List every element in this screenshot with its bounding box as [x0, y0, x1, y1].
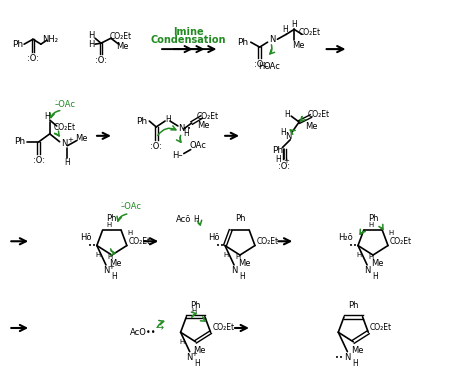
Text: H–: H–: [258, 62, 269, 71]
Text: H: H: [236, 254, 241, 260]
Text: H: H: [283, 25, 288, 34]
Text: Ph: Ph: [272, 146, 283, 155]
Text: :O:: :O:: [27, 54, 39, 64]
Text: H: H: [356, 252, 362, 258]
Text: Me: Me: [117, 42, 129, 51]
Text: Me: Me: [305, 123, 317, 131]
Text: –̇̇OAc: –̇̇OAc: [55, 100, 76, 109]
Text: N: N: [269, 35, 276, 44]
Text: CO₂Et: CO₂Et: [390, 237, 411, 246]
Text: CO₂Et: CO₂Et: [308, 110, 330, 119]
Text: N: N: [186, 353, 193, 362]
Text: ••: ••: [88, 243, 96, 249]
Text: H: H: [191, 308, 196, 314]
Text: ••: ••: [336, 355, 344, 360]
Text: :O:: :O:: [150, 142, 162, 151]
Text: CO₂Et: CO₂Et: [128, 237, 151, 246]
Text: Ph: Ph: [12, 40, 23, 49]
Text: Hŏ: Hŏ: [209, 233, 220, 242]
Text: N: N: [103, 266, 109, 275]
Text: H: H: [284, 110, 290, 119]
Text: CO₂Et: CO₂Et: [370, 324, 392, 332]
Text: N: N: [179, 124, 185, 133]
Text: –̇̇OAc: –̇̇OAc: [121, 202, 142, 211]
Text: Me: Me: [351, 346, 364, 355]
Text: H: H: [239, 272, 245, 281]
Text: H: H: [352, 359, 358, 368]
Text: AcO••: AcO••: [130, 328, 157, 337]
Text: CO₂Et: CO₂Et: [256, 237, 279, 246]
Text: N: N: [61, 139, 68, 148]
Text: Me: Me: [197, 121, 210, 131]
Text: Me: Me: [292, 41, 304, 50]
Text: Ph: Ph: [191, 301, 201, 310]
Text: Imine: Imine: [173, 27, 204, 38]
Text: Ph: Ph: [107, 214, 117, 223]
Text: H: H: [127, 231, 132, 236]
Text: H: H: [64, 158, 70, 167]
Text: Ph: Ph: [14, 137, 25, 146]
Text: H: H: [368, 254, 374, 260]
Text: H: H: [88, 40, 94, 49]
Text: H: H: [195, 359, 201, 368]
Text: N: N: [231, 266, 237, 275]
Text: H: H: [88, 31, 94, 40]
Text: Me: Me: [193, 346, 206, 355]
Text: +: +: [283, 159, 289, 164]
Text: Ph: Ph: [237, 38, 248, 47]
Text: CO₂Et: CO₂Et: [109, 32, 132, 41]
Text: ȮAc: ȮAc: [189, 141, 206, 150]
Text: H–: H–: [173, 151, 183, 160]
Text: Condensation: Condensation: [151, 35, 227, 45]
Text: H: H: [275, 155, 281, 164]
Text: N: N: [285, 132, 292, 141]
Text: H: H: [111, 272, 117, 281]
Text: CO₂Et: CO₂Et: [54, 123, 75, 133]
Text: H: H: [388, 231, 393, 236]
Text: H: H: [372, 272, 378, 281]
Text: H: H: [194, 215, 200, 224]
Text: H₂ŏ: H₂ŏ: [338, 233, 353, 242]
Text: Acŏ: Acŏ: [176, 215, 191, 224]
Text: Ph: Ph: [235, 214, 245, 223]
Text: N: N: [364, 266, 370, 275]
Text: Ph: Ph: [368, 214, 378, 223]
Text: →: →: [155, 323, 163, 333]
Text: CO₂Et: CO₂Et: [299, 28, 321, 37]
Text: H: H: [44, 111, 50, 121]
Text: NH₂: NH₂: [42, 35, 58, 44]
Text: Me: Me: [371, 259, 383, 268]
Text: Me: Me: [109, 259, 122, 268]
Text: +: +: [67, 137, 73, 143]
Text: H: H: [281, 128, 286, 137]
Text: N: N: [344, 353, 351, 362]
Text: Ph: Ph: [348, 301, 358, 310]
Text: ••: ••: [183, 126, 191, 132]
Text: ȮAc: ȮAc: [263, 62, 280, 71]
Text: ••: ••: [216, 243, 224, 249]
Text: H: H: [224, 252, 229, 258]
Text: H: H: [179, 339, 184, 345]
Text: Ph: Ph: [136, 116, 147, 126]
Text: :O:: :O:: [254, 61, 265, 69]
Text: :O:: :O:: [95, 56, 107, 65]
Text: H: H: [292, 20, 297, 29]
Text: :O:: :O:: [278, 162, 290, 171]
Text: Hŏ: Hŏ: [81, 233, 92, 242]
Text: CO₂Et: CO₂Et: [212, 324, 234, 332]
Text: :O:: :O:: [33, 156, 45, 165]
Text: Me: Me: [75, 134, 88, 143]
Text: ••: ••: [349, 243, 357, 249]
Text: Me: Me: [237, 259, 250, 268]
Text: H: H: [183, 129, 189, 138]
Text: CO₂Et: CO₂Et: [196, 111, 219, 121]
Text: H: H: [106, 221, 111, 228]
Text: +: +: [191, 350, 198, 357]
Text: +: +: [108, 264, 114, 270]
Text: H: H: [107, 254, 112, 260]
Text: H: H: [165, 115, 171, 124]
Text: H: H: [95, 252, 100, 258]
Text: H: H: [368, 221, 374, 228]
